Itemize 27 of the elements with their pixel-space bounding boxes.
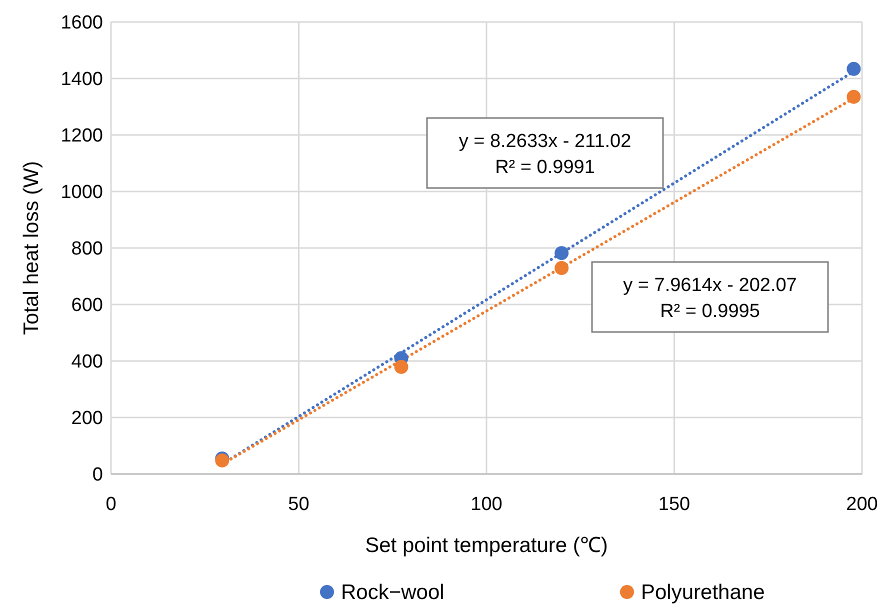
y-tick-label: 600 (71, 295, 103, 316)
y-tick-label: 400 (71, 352, 103, 373)
point (846, 62, 861, 76)
annotation: y = 7.9614x - 202.07 R² = 0.9995 (623, 275, 797, 322)
y-tick-label: 200 (71, 408, 103, 430)
point (554, 246, 569, 260)
y-tick-label: 800 (71, 238, 103, 260)
x-tick-label: 0 (106, 494, 116, 515)
y-tick-label: 1600 (60, 12, 103, 34)
legend-label: Polyurethane (641, 581, 765, 604)
x-tick-label: 200 (846, 494, 878, 515)
y-axis-title: Total heat loss (W) (20, 161, 43, 335)
annotation: y = 8.2633x - 211.02 R² = 0.9991 (458, 131, 632, 178)
y-tick-label: 1200 (60, 126, 103, 147)
x-axis-title: Set point temperature (℃) (365, 534, 608, 557)
point (846, 90, 861, 104)
y-tick-label: 1000 (60, 182, 103, 204)
point (394, 360, 408, 374)
text-box: y = 7.9614x - 202.07 R² = 0.9995 (591, 261, 829, 333)
text-box: y = 8.2633x - 211.02 R² = 0.9991 (426, 117, 664, 189)
x-tick-label: 100 (470, 494, 502, 515)
legend-label: Rock−wool (341, 581, 444, 604)
y-tick-label: 0 (92, 464, 103, 486)
y-tick-label: 1400 (60, 69, 103, 90)
point (554, 261, 569, 276)
x-tick-label: 50 (288, 494, 310, 515)
x-tick-label: 150 (658, 494, 690, 515)
